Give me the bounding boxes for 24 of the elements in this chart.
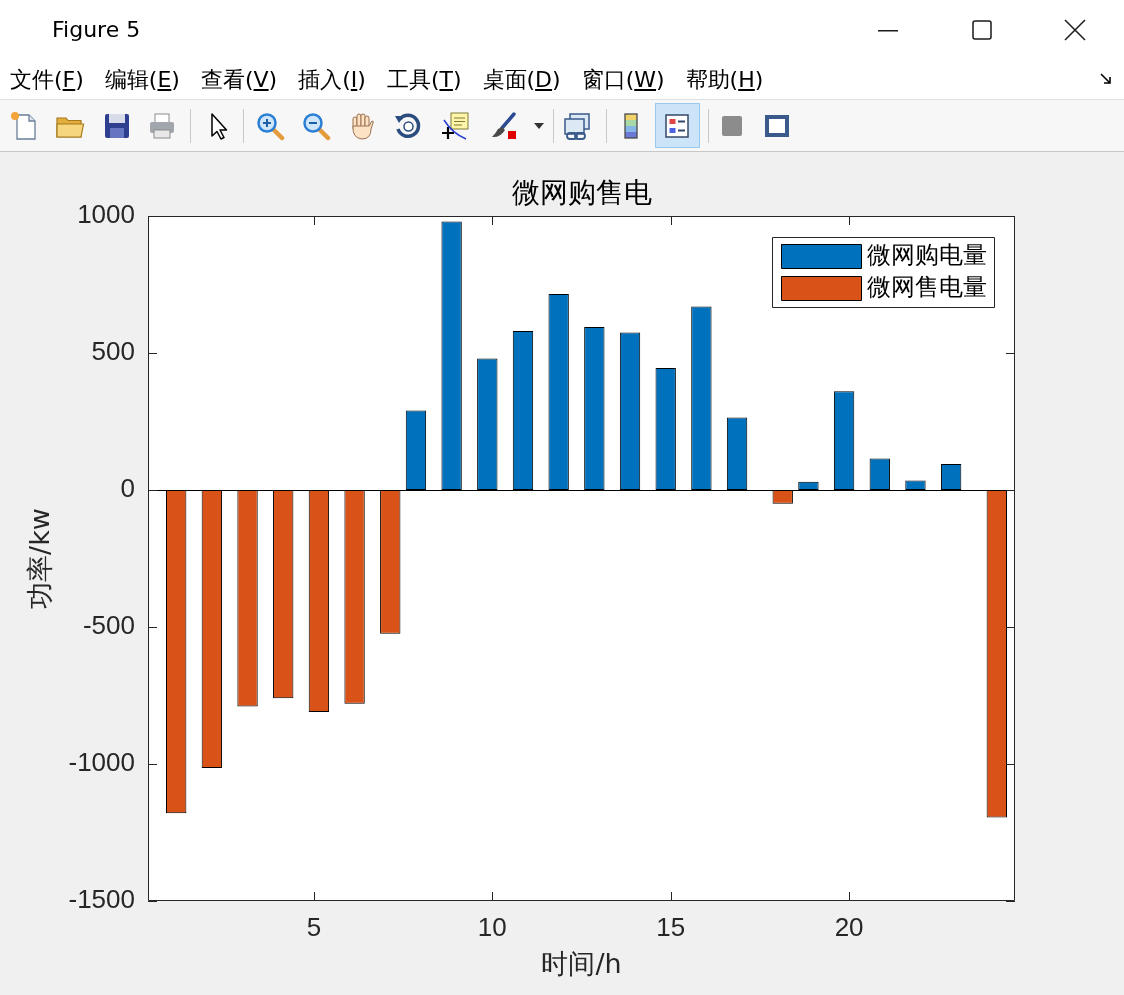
legend-label: 微网购电量: [867, 241, 987, 270]
x-tick-label: 15: [656, 911, 686, 942]
x-axis-title: 时间/h: [541, 948, 622, 980]
text: 文件(F): [10, 65, 84, 94]
y-tick-label: -1000: [68, 747, 135, 778]
y-tick-label: 500: [91, 336, 135, 367]
text: 查看(V): [200, 65, 278, 94]
text: 帮助(H): [685, 65, 764, 94]
x-tick-label: 20: [834, 911, 864, 942]
chart-title: 微网购售电: [511, 176, 652, 210]
y-axis-title: 功率/kw: [24, 508, 56, 609]
caption: Figure 5: [52, 16, 141, 44]
x-tick-label: 10: [477, 911, 507, 942]
x-tick-label: 5: [306, 911, 322, 942]
legend-label: 微网售电量: [867, 273, 987, 302]
text: 插入(I): [298, 65, 366, 94]
text: 工具(T): [386, 65, 462, 94]
y-tick-label: -1500: [68, 884, 135, 915]
text: 桌面(D): [482, 65, 561, 94]
y-tick-label: 0: [120, 473, 135, 504]
y-tick-label: 1000: [77, 199, 135, 230]
text: 编辑(E): [104, 65, 180, 94]
y-tick-label: -500: [82, 610, 135, 641]
text: 窗口(W): [581, 65, 665, 94]
